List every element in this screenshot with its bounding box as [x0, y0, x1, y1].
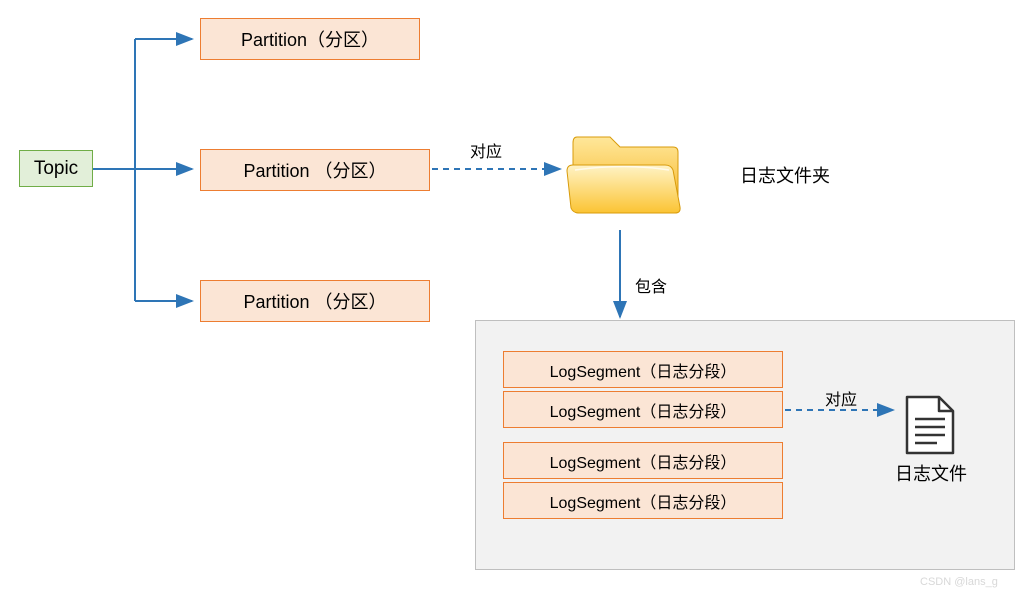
logsegment-label: LogSegment（日志分段）	[550, 449, 737, 473]
logsegment-node: LogSegment（日志分段）	[503, 442, 783, 479]
partition-node: Partition （分区）	[200, 149, 430, 191]
edge-label-corresponds: 对应	[470, 138, 502, 162]
logsegment-node: LogSegment（日志分段）	[503, 482, 783, 519]
folder-icon	[565, 115, 685, 230]
topic-label: Topic	[34, 158, 78, 180]
diagram-canvas: Topic Partition（分区） Partition （分区） Parti…	[0, 0, 1024, 596]
logsegment-label: LogSegment（日志分段）	[550, 489, 737, 513]
edge-label-contains: 包含	[635, 273, 667, 297]
partition-node: Partition（分区）	[200, 18, 420, 60]
logfile-label: 日志文件	[895, 460, 967, 486]
partition-label: Partition （分区）	[243, 157, 386, 183]
logsegment-node: LogSegment（日志分段）	[503, 391, 783, 428]
logsegment-label: LogSegment（日志分段）	[550, 398, 737, 422]
partition-label: Partition （分区）	[243, 288, 386, 314]
partition-node: Partition （分区）	[200, 280, 430, 322]
file-icon	[903, 395, 957, 462]
logsegment-node: LogSegment（日志分段）	[503, 351, 783, 388]
logsegment-label: LogSegment（日志分段）	[550, 358, 737, 382]
topic-node: Topic	[19, 150, 93, 187]
partition-label: Partition（分区）	[241, 26, 379, 52]
edge-label-corresponds-2: 对应	[825, 386, 857, 410]
watermark: CSDN @lans_g	[920, 576, 998, 588]
folder-label: 日志文件夹	[740, 162, 830, 188]
